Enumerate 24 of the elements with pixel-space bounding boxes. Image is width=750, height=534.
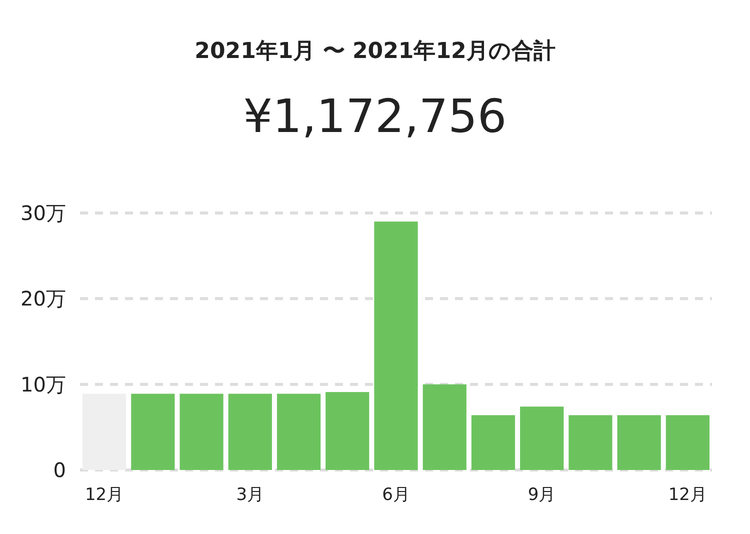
y-tick-label: 30万 [20,201,66,225]
y-tick-label: 20万 [20,286,66,311]
y-tick-label: 0 [53,458,66,482]
bar [471,415,516,470]
bar [520,406,564,470]
bar [82,394,126,470]
chart-title: 2021年1月 〜 2021年12月の合計 [194,39,556,64]
bar [617,415,661,470]
bar [228,394,272,470]
x-tick-label: 3月 [236,485,264,505]
bar [326,392,370,470]
bar [568,415,612,470]
bar [180,394,224,470]
bar [666,415,710,470]
bar [276,394,321,470]
bar [131,394,175,470]
x-tick-label: 12月 [84,485,124,505]
x-tick-label: 9月 [528,485,556,505]
chart-subtitle: ¥1,172,756 [243,89,507,143]
y-tick-label: 10万 [20,372,66,396]
x-tick-label: 12月 [668,485,708,505]
bar [374,222,418,470]
x-tick-label: 6月 [382,485,410,505]
bar [422,384,466,470]
